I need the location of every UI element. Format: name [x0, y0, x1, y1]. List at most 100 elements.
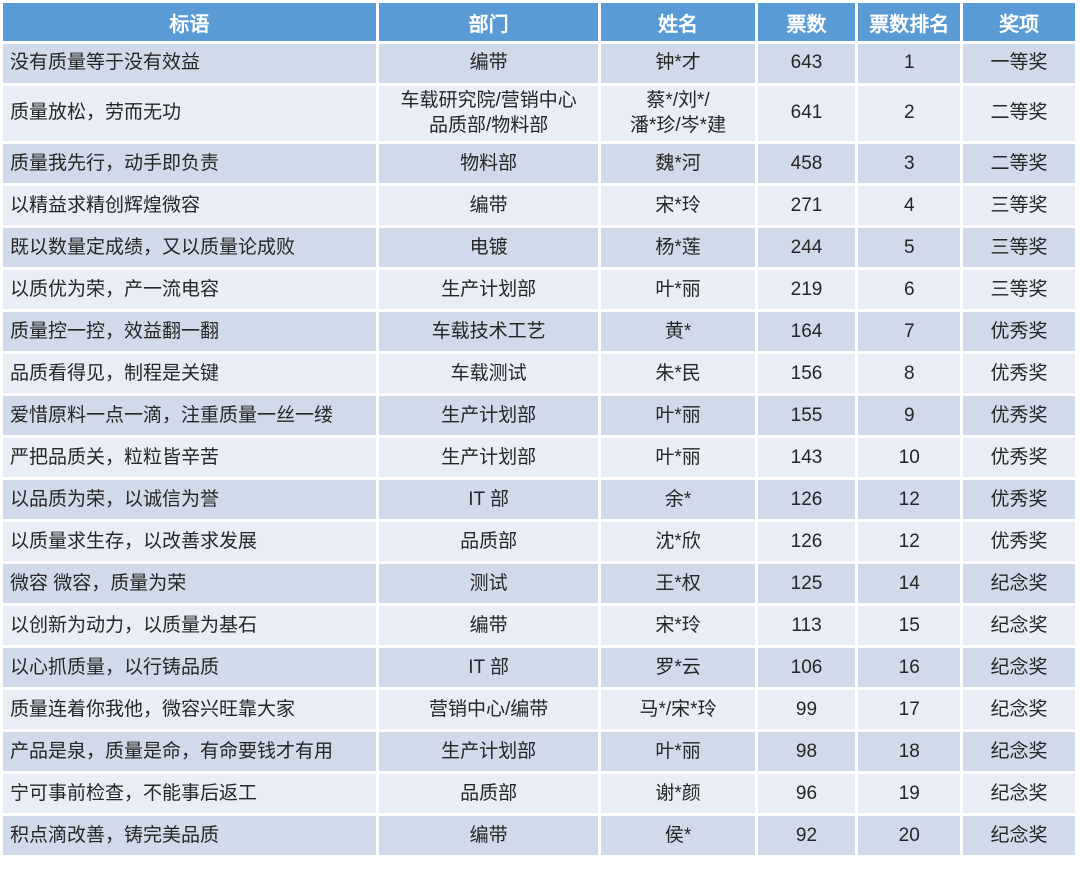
cell-slogan: 以品质为荣，以诚信为誉: [3, 480, 376, 520]
cell-award: 纪念奖: [963, 648, 1075, 688]
cell-name: 叶*丽: [601, 732, 755, 772]
table-row: 严把品质关，粒粒皆辛苦 生产计划部 叶*丽 143 10 优秀奖: [3, 438, 1075, 478]
cell-award: 纪念奖: [963, 606, 1075, 646]
cell-rank: 1: [858, 44, 961, 83]
cell-department: 生产计划部: [378, 270, 599, 310]
cell-votes: 641: [757, 86, 856, 142]
cell-slogan: 微容 微容，质量为荣: [3, 564, 376, 604]
cell-name: 侯*: [601, 816, 755, 856]
cell-department: 品质部: [378, 522, 599, 562]
cell-votes: 155: [757, 396, 856, 436]
cell-slogan: 产品是泉，质量是命，有命要钱才有用: [3, 732, 376, 772]
cell-award: 三等奖: [963, 186, 1075, 226]
column-header-award: 奖项: [963, 3, 1075, 41]
table-row: 品质看得见，制程是关键 车载测试 朱*民 156 8 优秀奖: [3, 354, 1075, 394]
table-row: 既以数量定成绩，又以质量论成败 电镀 杨*莲 244 5 三等奖: [3, 228, 1075, 268]
cell-votes: 106: [757, 648, 856, 688]
table-row: 以质量求生存，以改善求发展 品质部 沈*欣 126 12 优秀奖: [3, 522, 1075, 562]
cell-department: 物料部: [378, 144, 599, 184]
cell-votes: 458: [757, 144, 856, 184]
cell-award: 三等奖: [963, 228, 1075, 268]
cell-votes: 125: [757, 564, 856, 604]
cell-award: 优秀奖: [963, 312, 1075, 352]
table-row: 以质优为荣，产一流电容 生产计划部 叶*丽 219 6 三等奖: [3, 270, 1075, 310]
cell-award: 纪念奖: [963, 774, 1075, 814]
cell-votes: 92: [757, 816, 856, 856]
cell-department: 生产计划部: [378, 396, 599, 436]
cell-votes: 113: [757, 606, 856, 646]
cell-slogan: 以质量求生存，以改善求发展: [3, 522, 376, 562]
cell-slogan: 以心抓质量，以行铸品质: [3, 648, 376, 688]
cell-rank: 4: [858, 186, 961, 226]
cell-name: 宋*玲: [601, 606, 755, 646]
table-row: 没有质量等于没有效益 编带 钟*才 643 1 一等奖: [3, 44, 1075, 83]
cell-award: 二等奖: [963, 86, 1075, 142]
cell-department: 电镀: [378, 228, 599, 268]
cell-name: 余*: [601, 480, 755, 520]
cell-slogan: 质量我先行，动手即负责: [3, 144, 376, 184]
cell-slogan: 以创新为动力，以质量为基石: [3, 606, 376, 646]
cell-department: 车载测试: [378, 354, 599, 394]
table-row: 以心抓质量，以行铸品质 IT 部 罗*云 106 16 纪念奖: [3, 648, 1075, 688]
table-row: 爱惜原料一点一滴，注重质量一丝一缕 生产计划部 叶*丽 155 9 优秀奖: [3, 396, 1075, 436]
cell-award: 纪念奖: [963, 564, 1075, 604]
cell-rank: 3: [858, 144, 961, 184]
column-header-department: 部门: [378, 3, 599, 41]
cell-votes: 143: [757, 438, 856, 478]
table-row: 以创新为动力，以质量为基石 编带 宋*玲 113 15 纪念奖: [3, 606, 1075, 646]
cell-award: 优秀奖: [963, 522, 1075, 562]
cell-rank: 17: [858, 690, 961, 730]
cell-rank: 5: [858, 228, 961, 268]
column-header-name: 姓名: [601, 3, 755, 41]
cell-name: 罗*云: [601, 648, 755, 688]
table-row: 以精益求精创辉煌微容 编带 宋*玲 271 4 三等奖: [3, 186, 1075, 226]
table-row: 微容 微容，质量为荣 测试 王*权 125 14 纪念奖: [3, 564, 1075, 604]
column-header-slogan: 标语: [3, 3, 376, 41]
table-row: 质量放松，劳而无功 车载研究院/营销中心 品质部/物料部 蔡*/刘*/ 潘*珍/…: [3, 86, 1075, 142]
cell-department: 车载技术工艺: [378, 312, 599, 352]
cell-slogan: 质量控一控，效益翻一翻: [3, 312, 376, 352]
cell-name: 叶*丽: [601, 270, 755, 310]
cell-name: 蔡*/刘*/ 潘*珍/岑*建: [601, 86, 755, 142]
cell-rank: 2: [858, 86, 961, 142]
table-row: 宁可事前检查，不能事后返工 品质部 谢*颜 96 19 纪念奖: [3, 774, 1075, 814]
cell-rank: 18: [858, 732, 961, 772]
cell-rank: 12: [858, 522, 961, 562]
cell-rank: 12: [858, 480, 961, 520]
cell-rank: 19: [858, 774, 961, 814]
cell-department: 编带: [378, 606, 599, 646]
cell-department: 编带: [378, 186, 599, 226]
cell-rank: 10: [858, 438, 961, 478]
cell-department: 品质部: [378, 774, 599, 814]
cell-name: 沈*欣: [601, 522, 755, 562]
cell-department: 营销中心/编带: [378, 690, 599, 730]
cell-votes: 164: [757, 312, 856, 352]
cell-rank: 15: [858, 606, 961, 646]
cell-award: 纪念奖: [963, 816, 1075, 856]
column-header-votes: 票数: [757, 3, 856, 41]
cell-name: 谢*颜: [601, 774, 755, 814]
cell-votes: 96: [757, 774, 856, 814]
cell-name: 魏*河: [601, 144, 755, 184]
cell-award: 三等奖: [963, 270, 1075, 310]
cell-slogan: 质量连着你我他，微容兴旺靠大家: [3, 690, 376, 730]
table-row: 积点滴改善，铸完美品质 编带 侯* 92 20 纪念奖: [3, 816, 1075, 856]
cell-name: 杨*莲: [601, 228, 755, 268]
cell-votes: 219: [757, 270, 856, 310]
cell-award: 一等奖: [963, 44, 1075, 83]
cell-name: 王*权: [601, 564, 755, 604]
cell-department: 生产计划部: [378, 438, 599, 478]
cell-rank: 7: [858, 312, 961, 352]
cell-slogan: 品质看得见，制程是关键: [3, 354, 376, 394]
cell-name: 朱*民: [601, 354, 755, 394]
cell-slogan: 宁可事前检查，不能事后返工: [3, 774, 376, 814]
cell-award: 优秀奖: [963, 438, 1075, 478]
cell-department: 编带: [378, 816, 599, 856]
cell-name: 马*/宋*玲: [601, 690, 755, 730]
cell-name: 钟*才: [601, 44, 755, 83]
cell-rank: 6: [858, 270, 961, 310]
cell-rank: 9: [858, 396, 961, 436]
cell-award: 优秀奖: [963, 480, 1075, 520]
